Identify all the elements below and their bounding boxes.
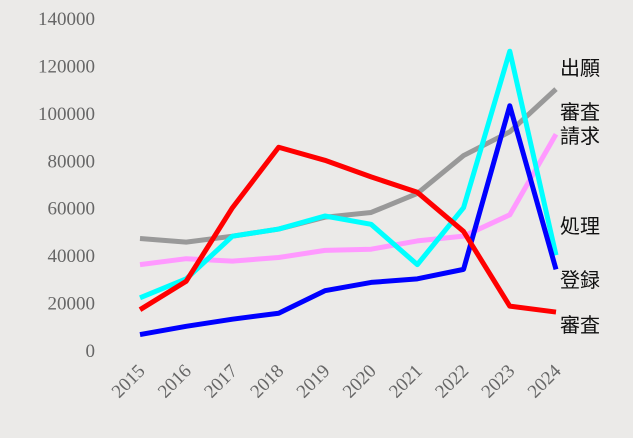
y-tick-label: 80000 (48, 151, 96, 172)
series-label: 審査 (560, 313, 604, 337)
x-tick-label: 2018 (246, 361, 288, 403)
series-line (140, 51, 556, 298)
x-tick-label: 2022 (431, 361, 473, 403)
y-tick-label: 140000 (38, 9, 95, 30)
y-tick-label: 20000 (48, 294, 96, 315)
x-tick-label: 2017 (200, 361, 242, 403)
y-tick-label: 60000 (48, 199, 96, 220)
x-tick-label: 2020 (339, 361, 381, 403)
series-line (140, 134, 556, 264)
y-tick-label: 120000 (38, 56, 95, 77)
x-tick-label: 2016 (154, 361, 196, 403)
x-tick-label: 2021 (385, 361, 427, 403)
x-tick-label: 2015 (108, 361, 150, 403)
x-tick-label: 2024 (524, 360, 566, 402)
series-label: 出願 (560, 56, 604, 80)
series-label: 処理 (560, 214, 604, 238)
series-label: 審査請求 (560, 100, 604, 148)
y-tick-label: 100000 (38, 104, 95, 125)
x-tick-label: 2019 (293, 361, 335, 403)
x-tick-label: 2023 (478, 361, 520, 403)
y-tick-label: 40000 (48, 246, 96, 267)
series-label: 登録 (560, 268, 604, 292)
y-tick-label: 0 (86, 341, 96, 362)
